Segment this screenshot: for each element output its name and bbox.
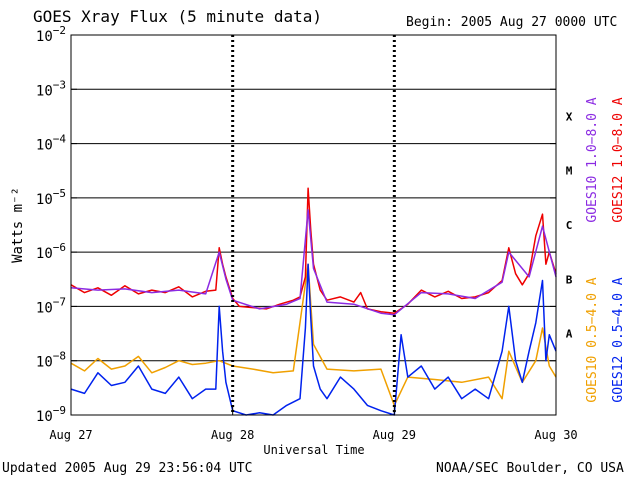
y-ticks: 10−910−810−710−610−510−410−310−2 xyxy=(36,24,556,425)
y-tick-base: 10 xyxy=(36,29,53,45)
y-tick-label-0: 10−9 xyxy=(36,404,66,425)
flare-class-X: X xyxy=(566,110,573,123)
legend-entry-0: GOES10 1.0−8.0 A xyxy=(585,97,600,222)
begin-time: Begin: 2005 Aug 27 0000 UTC xyxy=(406,15,618,30)
y-tick-label-7: 10−2 xyxy=(36,24,66,45)
y-tick-exp: −5 xyxy=(53,187,66,200)
flare-class-labels: A B C M X xyxy=(566,110,573,340)
y-tick-exp: −6 xyxy=(53,241,66,254)
y-tick-exp: −8 xyxy=(53,350,66,363)
y-tick-label-3: 10−6 xyxy=(36,241,66,262)
series-line-2 xyxy=(70,263,557,407)
y-tick-exp: −3 xyxy=(53,78,66,91)
x-tick-label-2: Aug 29 xyxy=(373,428,416,442)
series-lines xyxy=(70,187,557,416)
grid-lines xyxy=(71,88,556,362)
series-line-1 xyxy=(70,209,557,316)
x-axis-label: Universal Time xyxy=(263,443,364,457)
y-tick-base: 10 xyxy=(36,192,53,208)
y-tick-label-2: 10−7 xyxy=(36,295,66,316)
y-tick-label-4: 10−5 xyxy=(36,187,66,208)
y-tick-exp: −2 xyxy=(53,24,66,37)
y-tick-label-1: 10−8 xyxy=(36,350,66,371)
y-axis-label: Watts m⁻² xyxy=(10,187,26,263)
y-tick-base: 10 xyxy=(36,300,53,316)
y-tick-base: 10 xyxy=(36,246,53,262)
flare-class-C: C xyxy=(566,219,573,232)
flare-class-B: B xyxy=(566,273,573,286)
y-tick-base: 10 xyxy=(36,83,53,99)
x-tick-label-0: Aug 27 xyxy=(49,428,92,442)
y-tick-exp: −9 xyxy=(53,404,66,417)
plot-frame xyxy=(70,34,557,416)
y-tick-exp: −7 xyxy=(53,295,66,308)
flare-class-M: M xyxy=(566,165,573,178)
chart-title: GOES Xray Flux (5 minute data) xyxy=(33,7,322,26)
series-line-3 xyxy=(70,263,557,416)
flare-class-A: A xyxy=(566,328,573,341)
y-tick-base: 10 xyxy=(36,138,53,154)
updated-timestamp: Updated 2005 Aug 29 23:56:04 UTC xyxy=(2,461,253,476)
y-tick-label-5: 10−4 xyxy=(36,133,66,154)
x-tick-label-3: Aug 30 xyxy=(534,428,577,442)
legend-entry-2: GOES10 0.5−4.0 A xyxy=(585,277,600,402)
source-credit: NOAA/SEC Boulder, CO USA xyxy=(436,461,624,476)
x-tick-label-1: Aug 28 xyxy=(211,428,254,442)
day-dividers xyxy=(231,35,396,415)
legend: GOES10 1.0−8.0 A GOES12 1.0−8.0 A GOES10 0… xyxy=(585,97,626,402)
legend-entry-3: GOES12 0.5−4.0 A xyxy=(611,277,626,402)
y-tick-base: 10 xyxy=(36,355,53,371)
y-tick-label-6: 10−3 xyxy=(36,78,66,99)
legend-entry-1: GOES12 1.0−8.0 A xyxy=(611,97,626,222)
y-tick-exp: −4 xyxy=(53,133,67,146)
y-tick-base: 10 xyxy=(36,409,53,425)
x-ticks: Aug 27 Aug 28 Aug 29 Aug 30 xyxy=(49,407,578,442)
